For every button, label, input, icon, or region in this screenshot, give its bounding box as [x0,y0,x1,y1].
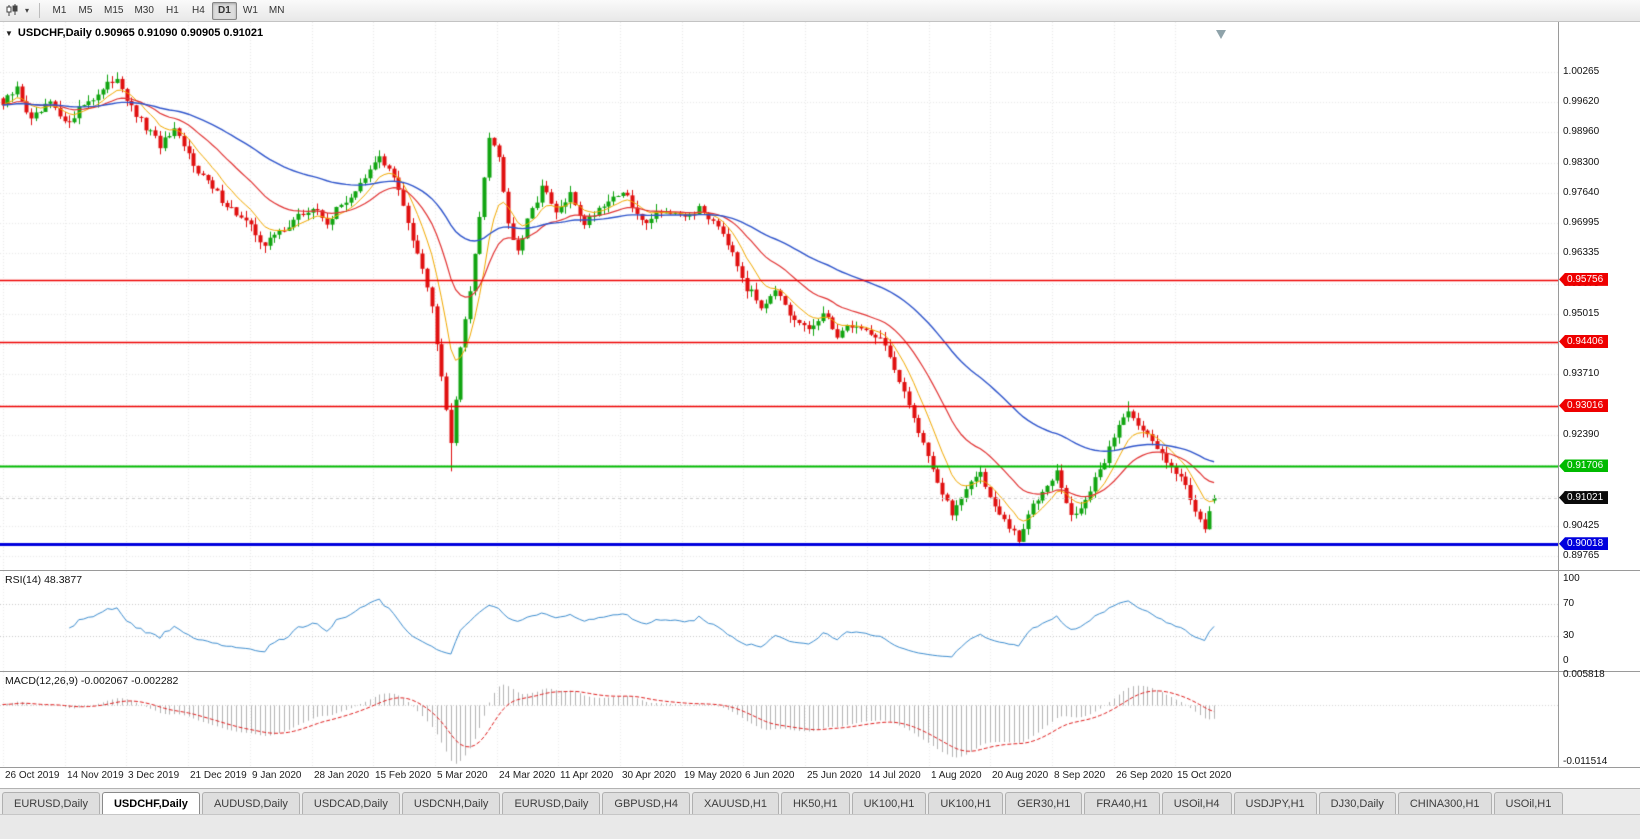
price-level-badge: 0.90018 [1559,537,1609,551]
timeframe-button-d1[interactable]: D1 [211,1,237,20]
price-axis-label: 0.97640 [1563,186,1600,198]
date-axis-label: 28 Jan 2020 [314,770,370,781]
chart-header: ▼ USDCHF,Daily 0.90965 0.91090 0.90905 0… [5,27,263,39]
date-axis-label: 1 Aug 2020 [931,770,982,781]
chart-tab-hk50-h1[interactable]: HK50,H1 [780,792,850,814]
current-price-badge: 0.91021 [1559,491,1609,505]
timeframe-button-w1[interactable]: W1 [242,5,258,16]
timeframe-buttons: M1 M5 M15 M30 H1 H4 D1 W1 MN [47,1,289,20]
price-axis-label: 0.96335 [1563,247,1600,259]
date-axis-label: 26 Oct 2019 [5,770,60,781]
date-axis-label: 8 Sep 2020 [1054,770,1106,781]
chart-tab-ger30-h1[interactable]: GER30,H1 [1005,792,1083,814]
panel-separator[interactable] [0,671,1640,672]
rsi-indicator-panel[interactable] [0,571,1558,671]
date-axis-label: 11 Apr 2020 [560,770,614,781]
main-price-chart[interactable] [0,22,1558,570]
price-axis-label: 0.89765 [1563,549,1600,561]
timeframe-button-m1[interactable]: M1 [52,5,67,16]
timeframe-button-h1[interactable]: H1 [166,5,179,16]
price-axis-label: 0.95015 [1563,307,1600,319]
chart-tab-china300-h1[interactable]: CHINA300,H1 [1397,792,1492,814]
chart-tab-usoil-h1[interactable]: USOil,H1 [1493,792,1564,814]
chart-tab-usdjpy-h1[interactable]: USDJPY,H1 [1233,792,1317,814]
price-level-badge: 0.93016 [1559,399,1609,413]
price-axis-border [1558,22,1559,767]
date-axis-label: 9 Jan 2020 [252,770,302,781]
chart-tab-eurusd-daily[interactable]: EURUSD,Daily [502,792,601,814]
date-axis-label: 15 Oct 2020 [1177,770,1232,781]
collapse-triangle-icon[interactable]: ▼ [5,28,13,38]
chart-tab-uk100-h1[interactable]: UK100,H1 [928,792,1004,814]
price-level-badge: 0.91706 [1559,459,1609,473]
rsi-axis-label: 30 [1563,630,1575,642]
chart-tab-usdchf-daily[interactable]: USDCHF,Daily [101,792,200,814]
timeframe-toolbar: ▾ M1 M5 M15 M30 H1 H4 D1 W1 MN [0,0,1640,22]
candlestick-icon [6,4,17,16]
chart-tab-usoil-h4[interactable]: USOil,H4 [1161,792,1232,814]
rsi-axis-label: 0 [1563,655,1569,666]
date-axis-label: 14 Nov 2019 [67,770,124,781]
timeframe-button-m30[interactable]: M30 [134,5,154,16]
date-axis-label: 21 Dec 2019 [190,770,247,781]
date-axis-label: 25 Jun 2020 [807,770,863,781]
date-axis-label: 14 Jul 2020 [869,770,921,781]
chart-tab-xauusd-h1[interactable]: XAUUSD,H1 [691,792,779,814]
chart-type-icon[interactable] [4,3,20,19]
panel-separator[interactable] [0,570,1640,571]
chart-tab-usdcad-daily[interactable]: USDCAD,Daily [301,792,400,814]
macd-label: MACD(12,26,9) -0.002067 -0.002282 [5,675,179,687]
timeframe-button-h4[interactable]: H4 [192,5,205,16]
chart-tab-eurusd-daily[interactable]: EURUSD,Daily [2,792,100,814]
price-level-badge: 0.95756 [1559,272,1609,286]
timeframe-button-mn[interactable]: MN [268,5,285,16]
macd-indicator-panel[interactable] [0,672,1558,767]
price-axis-label: 0.90425 [1563,519,1600,531]
date-axis-label: 19 May 2020 [684,770,742,781]
chart-tab-fra40-h1[interactable]: FRA40,H1 [1084,792,1160,814]
rsi-axis-label: 70 [1563,597,1575,609]
macd-axis-label: 0.005818 [1563,669,1605,681]
chart-tabs-bar: EURUSD,Daily USDCHF,Daily AUDUSD,Daily USDC… [0,788,1640,814]
chart-tab-usdcnh-daily[interactable]: USDCNH,Daily [401,792,501,814]
timeframe-button-m15[interactable]: M15 [104,5,124,16]
price-axis-label: 0.98300 [1563,156,1600,168]
panel-separator [0,767,1640,768]
price-axis-label: 0.93710 [1563,368,1600,380]
price-axis-label: 0.99620 [1563,95,1600,107]
chart-title: USDCHF,Daily 0.90965 0.91090 0.90905 0.9… [17,27,264,39]
chart-tab-dj30-daily[interactable]: DJ30,Daily [1318,792,1396,814]
macd-axis-label: -0.011514 [1563,756,1608,768]
date-axis-label: 30 Apr 2020 [622,770,676,781]
status-bar [0,814,1640,839]
toolbar-separator [39,3,40,18]
rsi-label: RSI(14) 48.3877 [5,574,83,586]
rsi-axis-label: 100 [1563,573,1580,584]
date-axis-label: 24 Mar 2020 [499,770,556,781]
price-axis-label: 0.98960 [1563,126,1600,138]
chart-shift-marker[interactable] [1216,30,1226,39]
date-axis-label: 26 Sep 2020 [1116,770,1173,781]
price-axis-label: 0.92390 [1563,428,1600,440]
chart-tab-gbpusd-h4[interactable]: GBPUSD,H4 [602,792,690,814]
date-axis-label: 3 Dec 2019 [128,770,180,781]
chart-tab-audusd-daily[interactable]: AUDUSD,Daily [201,792,300,814]
date-axis-label: 5 Mar 2020 [437,770,488,781]
chart-tab-uk100-h1[interactable]: UK100,H1 [851,792,927,814]
timeframe-button-m5[interactable]: M5 [78,5,93,16]
price-level-badge: 0.94406 [1559,335,1609,349]
price-axis-label: 0.96995 [1563,216,1600,228]
date-axis-label: 15 Feb 2020 [375,770,432,781]
date-axis-label: 20 Aug 2020 [992,770,1049,781]
chevron-down-icon[interactable]: ▾ [24,6,29,15]
date-axis-label: 6 Jun 2020 [745,770,795,781]
price-axis-label: 1.00265 [1563,66,1600,77]
